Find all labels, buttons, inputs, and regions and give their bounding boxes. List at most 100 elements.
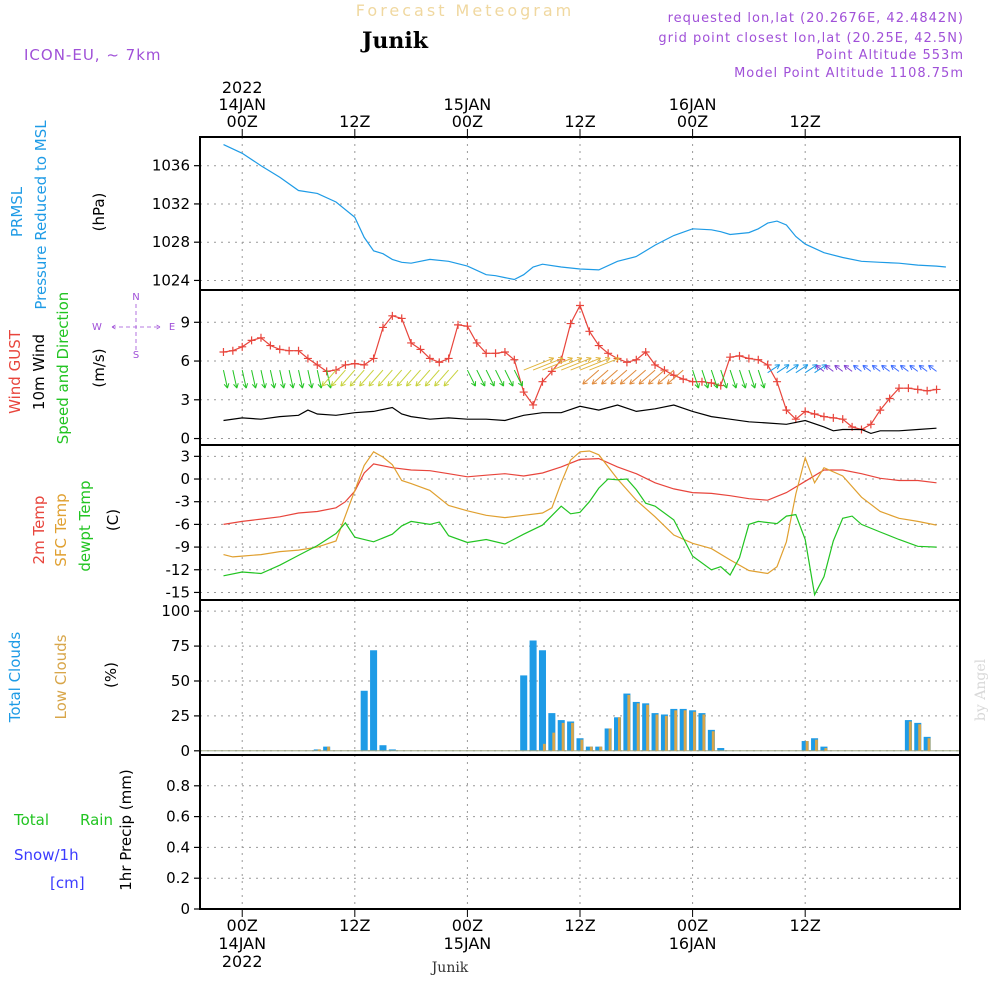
wind-arrow [748, 369, 756, 389]
wind-arrow-head [582, 379, 588, 385]
gust-marker [407, 338, 416, 347]
top-time-label: 12Z [339, 112, 370, 131]
wind-arrow [466, 369, 476, 387]
wind-arrow-head [629, 379, 635, 385]
bar-clouds-0 [651, 713, 659, 751]
gust-marker [679, 375, 688, 384]
gust-marker [576, 301, 584, 310]
bar-clouds-1 [711, 731, 715, 751]
app-title: Forecast Meteogram [356, 1, 574, 20]
pressure-label-long: Pressure Reduced to MSL [32, 120, 50, 310]
wind-arrow [928, 364, 937, 372]
wind-arrow [222, 369, 228, 389]
gust-marker [397, 314, 406, 323]
gust-marker [238, 342, 247, 351]
wind-arrow-head [774, 364, 781, 370]
wind-arrow [890, 364, 900, 372]
gridpoint-coords: grid point closest lon,lat (20.25E, 42.5… [658, 31, 964, 46]
gust-marker [697, 377, 706, 386]
wind-arrow-head [619, 379, 626, 385]
temp-unit: (C) [104, 509, 122, 531]
wind-arrow [485, 369, 495, 387]
wind-arrow [251, 369, 257, 389]
bottom-day-label: 14JAN [218, 934, 266, 953]
wind-arrow-head [815, 364, 821, 371]
bar-clouds-0 [811, 738, 819, 751]
wind-arrow-head [853, 364, 859, 371]
y-tick-label-clouds: 75 [171, 637, 190, 655]
bottom-year-label: 2022 [222, 952, 263, 971]
bar-clouds-0 [585, 746, 593, 751]
gust-marker [735, 351, 744, 360]
bar-clouds-0 [370, 650, 378, 751]
gust-marker [585, 327, 594, 336]
wind-arrow-head [415, 381, 421, 387]
gust-marker [819, 412, 828, 421]
pressure-unit: (hPa) [90, 193, 108, 232]
wind-arrow-head [647, 379, 654, 385]
gust-marker [810, 410, 819, 418]
wind-arrow [629, 369, 647, 385]
bar-clouds-0 [360, 690, 368, 751]
wind-arrow [710, 369, 718, 389]
wind-arrow-head [871, 364, 878, 371]
wind-arrow [387, 369, 403, 387]
wind-arrow [638, 369, 656, 385]
bar-clouds-0 [614, 717, 622, 751]
wind-arrow [476, 369, 486, 387]
y-tick-label-pressure: 1028 [152, 233, 190, 251]
gust-marker [594, 341, 603, 350]
legend-total: Total [13, 811, 49, 829]
gust-marker [294, 346, 303, 355]
wind-arrow-head [834, 364, 840, 371]
series-line-pressure-0 [223, 144, 946, 281]
bar-clouds-1 [608, 728, 612, 751]
wind-arrow-head [604, 356, 611, 363]
wind-arrow [900, 364, 909, 372]
bar-clouds-1 [927, 738, 931, 751]
wind-arrow-head [330, 381, 337, 387]
top-day-label: 16JAN [669, 95, 717, 114]
y-tick-label-temperature: -12 [166, 561, 191, 579]
wind-arrow-head [558, 356, 564, 363]
wind-arrow-head [713, 383, 719, 389]
gust-marker [707, 379, 716, 387]
wind-arrow-head [586, 356, 592, 363]
labels-layer: PRMSL Pressure Reduced to MSL (hPa) Wind GU… [6, 120, 175, 892]
series-line-temperature-1 [223, 450, 937, 575]
wind-arrow [359, 369, 374, 387]
wind-arrow [288, 369, 294, 389]
wind-arrow-head [261, 383, 267, 389]
bar-clouds-1 [627, 694, 631, 751]
wind-arrow [776, 364, 790, 374]
gust-marker [838, 415, 847, 424]
bar-clouds-0 [923, 736, 931, 751]
wind-arrow [368, 369, 384, 387]
wind-arrow-head [824, 364, 831, 371]
y-tick-label-temperature: -15 [166, 583, 191, 601]
y-tick-label-temperature: -6 [175, 515, 190, 533]
pressure-label-prmsl: PRMSL [8, 186, 26, 237]
y-tick-label-pressure: 1032 [152, 195, 190, 213]
wind-arrow-head [784, 364, 790, 370]
bar-clouds-0 [520, 675, 528, 751]
gust-marker [829, 413, 838, 422]
wind-arrow [316, 369, 322, 389]
wind-arrow [739, 369, 746, 389]
wind-arrow [331, 369, 346, 387]
wind-arrow [619, 369, 637, 385]
bar-clouds-1 [317, 749, 321, 751]
wind-arrow-head [890, 364, 897, 371]
series-line-wind-1 [223, 404, 937, 435]
bar-clouds-0 [623, 693, 631, 751]
wind-arrow-head [443, 381, 449, 387]
legend-rain: Rain [80, 811, 113, 829]
wind-arrow-head [396, 381, 402, 387]
wind-arrow-head [242, 383, 249, 389]
model-label: ICON-EU, ~ 7km [24, 46, 162, 64]
bar-clouds-0 [576, 738, 584, 751]
wind-arrow-head [881, 364, 887, 371]
wind-arrow-head [567, 356, 573, 363]
bar-clouds-0 [595, 746, 603, 751]
